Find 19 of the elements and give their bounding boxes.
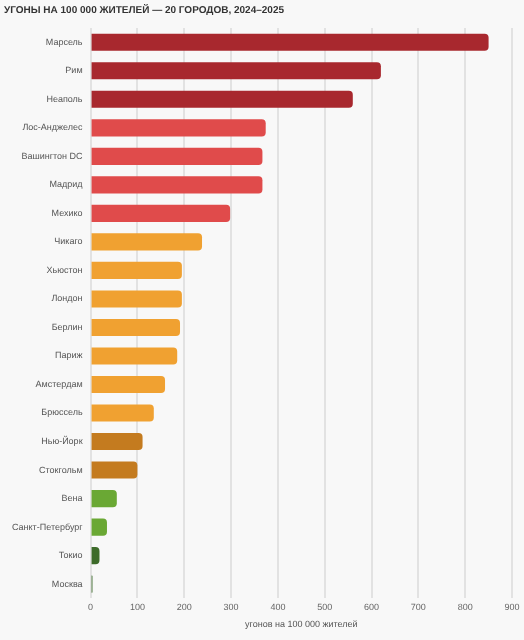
bar — [91, 204, 231, 222]
bar — [91, 547, 100, 565]
bar — [91, 518, 107, 536]
bar — [91, 318, 181, 337]
bar — [91, 347, 178, 365]
bar — [91, 90, 353, 108]
bar — [91, 432, 143, 451]
bar — [91, 290, 182, 308]
bar — [91, 461, 138, 479]
bar — [91, 119, 266, 137]
bar — [91, 490, 117, 508]
bar — [91, 233, 203, 251]
bar — [91, 62, 381, 80]
bar — [91, 176, 263, 194]
bar — [91, 147, 263, 165]
bar — [91, 404, 154, 422]
bar — [91, 33, 489, 51]
bar — [91, 261, 182, 279]
bar — [91, 375, 166, 394]
